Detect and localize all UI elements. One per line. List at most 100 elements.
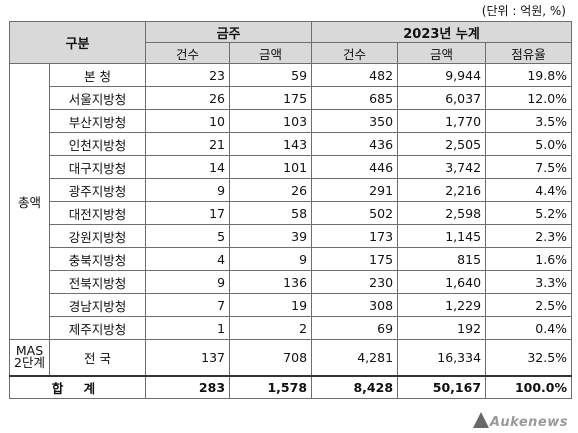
cum-amount: 2,216	[397, 178, 487, 202]
table-row: 경남지방청 7 19 308 1,229 2.5%	[10, 293, 573, 317]
share: 5.0%	[485, 132, 573, 156]
mas-label: MAS 2단계	[9, 339, 50, 376]
total-week-count: 283	[145, 374, 231, 399]
cum-amount: 9,944	[397, 63, 487, 87]
week-amount: 103	[229, 109, 313, 133]
week-count: 7	[145, 293, 231, 317]
office-name: 강원지방청	[48, 224, 147, 248]
office-name: 전북지방청	[48, 270, 147, 294]
office-name: 대구지방청	[48, 155, 147, 179]
header-week-count: 건수	[145, 42, 231, 64]
table-row: 인천지방청 21 143 436 2,505 5.0%	[10, 132, 573, 156]
office-name: 본 청	[48, 63, 147, 87]
office-name: 전 국	[48, 339, 147, 376]
week-count: 137	[145, 339, 231, 376]
cum-count: 482	[311, 63, 399, 87]
table-row: 충북지방청 4 9 175 815 1.6%	[10, 247, 573, 271]
week-count: 9	[145, 178, 231, 202]
week-count: 9	[145, 270, 231, 294]
cum-count: 685	[311, 86, 399, 110]
header-week-amount: 금액	[229, 42, 313, 64]
week-amount: 708	[229, 339, 313, 376]
office-name: 충북지방청	[48, 247, 147, 271]
table-row: 전북지방청 9 136 230 1,640 3.3%	[10, 270, 573, 294]
cum-count: 173	[311, 224, 399, 248]
cum-count: 446	[311, 155, 399, 179]
cum-count: 308	[311, 293, 399, 317]
mas-row: MAS 2단계 전 국 137 708 4,281 16,334 32.5%	[9, 339, 573, 376]
total-cum-amount: 50,167	[397, 374, 487, 399]
header-cum-amount: 금액	[397, 42, 487, 64]
cum-count: 502	[311, 201, 399, 225]
total-cum-count: 8,428	[311, 374, 399, 399]
week-amount: 101	[229, 155, 313, 179]
cum-amount: 1,770	[397, 109, 487, 133]
cum-amount: 815	[397, 247, 487, 271]
total-week-amount: 1,578	[229, 374, 313, 399]
cum-amount: 1,640	[397, 270, 487, 294]
office-name: 대전지방청	[48, 201, 147, 225]
office-name: 제주지방청	[48, 316, 147, 340]
cum-amount: 2,598	[397, 201, 487, 225]
header-category: 구분	[8, 21, 147, 64]
share: 32.5%	[485, 339, 573, 376]
total-label: 합 계	[8, 374, 147, 399]
cum-amount: 3,742	[397, 155, 487, 179]
cum-amount: 2,505	[397, 132, 487, 156]
share: 1.6%	[485, 247, 573, 271]
share: 2.5%	[485, 293, 573, 317]
cum-count: 69	[311, 316, 399, 340]
cum-count: 175	[311, 247, 399, 271]
watermark: Aukenews	[472, 412, 568, 430]
cum-amount: 16,334	[397, 339, 487, 376]
cum-amount: 1,145	[397, 224, 487, 248]
week-count: 26	[145, 86, 231, 110]
unit-note: (단위 : 억원, %)	[481, 4, 566, 18]
week-count: 4	[145, 247, 231, 271]
watermark-logo-icon	[472, 412, 489, 428]
total-row: 합 계 283 1,578 8,428 50,167 100.0%	[8, 374, 573, 399]
week-count: 23	[145, 63, 231, 87]
cum-count: 4,281	[311, 339, 399, 376]
week-count: 10	[145, 109, 231, 133]
share: 5.2%	[485, 201, 573, 225]
week-count: 17	[145, 201, 231, 225]
share: 19.8%	[485, 63, 573, 87]
week-amount: 58	[229, 201, 313, 225]
category-label: 총액	[9, 63, 50, 340]
week-count: 1	[145, 316, 231, 340]
mas-label-line2: 2단계	[14, 355, 45, 371]
office-name: 경남지방청	[48, 293, 147, 317]
cum-amount: 6,037	[397, 86, 487, 110]
share: 3.5%	[485, 109, 573, 133]
mas-label-line1: MAS	[15, 343, 44, 359]
table-row: 서울지방청 26 175 685 6,037 12.0%	[10, 86, 573, 110]
share: 7.5%	[485, 155, 573, 179]
office-name: 부산지방청	[48, 109, 147, 133]
week-amount: 136	[229, 270, 313, 294]
office-name: 서울지방청	[48, 86, 147, 110]
cum-amount: 192	[397, 316, 487, 340]
header-week: 금주	[145, 21, 313, 43]
total-share: 100.0%	[485, 374, 573, 399]
week-count: 14	[145, 155, 231, 179]
share: 12.0%	[485, 86, 573, 110]
office-name: 인천지방청	[48, 132, 147, 156]
table-row: 대전지방청 17 58 502 2,598 5.2%	[10, 201, 573, 225]
header-cum-count: 건수	[311, 42, 399, 64]
table-body: 총액 본 청 23 59 482 9,944 19.8% 서울지방청 26 17…	[8, 63, 573, 399]
watermark-text: Aukenews	[489, 415, 568, 430]
table-row: 부산지방청 10 103 350 1,770 3.5%	[10, 109, 573, 133]
week-amount: 19	[229, 293, 313, 317]
week-count: 21	[145, 132, 231, 156]
table-row: 제주지방청 1 2 69 192 0.4%	[10, 316, 573, 340]
cum-amount: 1,229	[397, 293, 487, 317]
header-cumulative: 2023년 누계	[311, 21, 573, 43]
share: 4.4%	[485, 178, 573, 202]
table-row: 총액 본 청 23 59 482 9,944 19.8%	[9, 63, 573, 340]
procurement-stats-table: 구분 금주 2023년 누계 건수 금액 건수 금액 점유율 총액 본 청 23…	[8, 21, 573, 399]
week-amount: 9	[229, 247, 313, 271]
cum-count: 291	[311, 178, 399, 202]
week-amount: 2	[229, 316, 313, 340]
week-amount: 26	[229, 178, 313, 202]
